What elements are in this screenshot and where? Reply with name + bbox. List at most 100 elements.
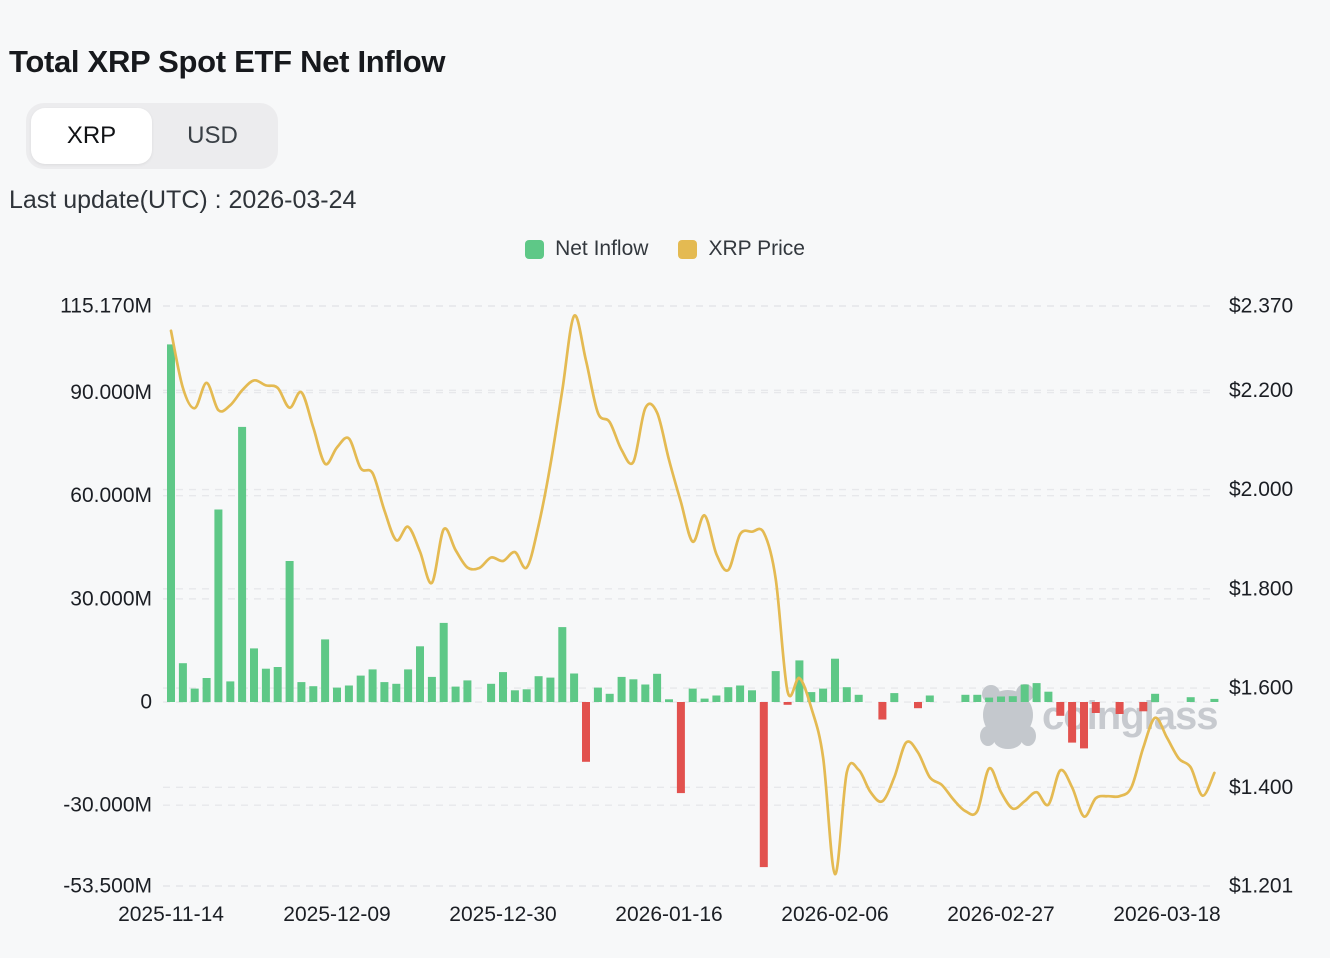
right-axis-tick-label: $1.400 — [1229, 776, 1293, 799]
inflow-bar — [451, 686, 460, 703]
inflow-bar — [629, 679, 638, 702]
legend-item-net-inflow[interactable]: Net Inflow — [525, 237, 648, 261]
outflow-bar — [1139, 702, 1148, 712]
net-inflow-bars — [167, 344, 1219, 868]
inflow-bar — [368, 669, 377, 703]
last-update-text: Last update(UTC) : 2026-03-24 — [9, 186, 357, 214]
inflow-bar — [641, 684, 650, 702]
inflow-bar — [333, 687, 341, 702]
inflow-bar — [700, 698, 709, 702]
net-inflow-swatch-icon — [525, 239, 545, 259]
inflow-bar — [261, 668, 270, 703]
inflow-bar — [167, 344, 175, 702]
page-title: Total XRP Spot ETF Net Inflow — [9, 44, 446, 79]
outflow-bar — [1068, 702, 1077, 743]
inflow-bar — [736, 685, 745, 702]
axis-labels: 115.170M 90.000M 60.000M 30.000M 0 -30.000M -5… — [60, 295, 1293, 927]
right-axis-tick-label: $1.800 — [1229, 577, 1293, 600]
x-axis-tick-label: 2026-02-06 — [781, 903, 888, 926]
inflow-bar — [665, 699, 673, 703]
left-axis-tick-label: 90.000M — [70, 381, 152, 404]
legend-label-net-inflow: Net Inflow — [555, 237, 649, 260]
inflow-bar — [416, 646, 424, 702]
x-axis-tick-label: 2026-03-18 — [1113, 903, 1220, 926]
right-axis-tick-label: $1.201 — [1229, 875, 1293, 898]
right-axis-tick-label: $2.000 — [1229, 478, 1293, 501]
inflow-bar — [273, 667, 282, 703]
inflow-bar — [546, 677, 555, 702]
xrp-price-swatch-icon — [678, 239, 698, 259]
inflow-bar — [819, 688, 828, 702]
inflow-bar — [925, 695, 934, 702]
outflow-bar — [1080, 702, 1088, 749]
inflow-bar — [842, 687, 851, 702]
outflow-bar — [759, 702, 768, 868]
inflow-bar — [321, 639, 330, 702]
right-axis-tick-label: $2.200 — [1229, 379, 1293, 402]
right-axis-tick-label: $2.370 — [1229, 295, 1293, 318]
inflow-bar — [712, 695, 721, 702]
inflow-bar — [522, 689, 531, 702]
inflow-bar — [617, 676, 626, 702]
inflow-bar — [724, 687, 733, 702]
inflow-bar — [1020, 684, 1029, 702]
tab-usd[interactable]: USD — [187, 122, 238, 149]
inflow-bar — [344, 685, 353, 702]
outflow-bar — [676, 702, 685, 794]
inflow-bar — [973, 694, 982, 702]
outflow-bar — [1115, 702, 1124, 714]
inflow-bar — [356, 675, 365, 703]
left-axis-tick-label: 0 — [140, 691, 152, 714]
legend-label-xrp-price: XRP Price — [708, 237, 805, 260]
inflow-bar — [831, 658, 839, 702]
inflow-bar — [985, 697, 994, 703]
inflow-bar — [961, 694, 970, 702]
inflow-bar — [226, 681, 235, 702]
inflow-bar — [890, 693, 899, 702]
left-axis-tick-label: 60.000M — [70, 484, 152, 507]
inflow-bar — [1186, 697, 1195, 702]
x-axis-tick-label: 2026-02-27 — [947, 903, 1054, 926]
inflow-bar — [392, 683, 401, 702]
inflow-bar — [463, 680, 472, 703]
inflow-bar — [854, 694, 863, 702]
inflow-bar — [1210, 698, 1219, 702]
inflow-bar — [297, 682, 306, 702]
right-axis-tick-label: $1.600 — [1229, 677, 1293, 700]
tab-xrp[interactable]: XRP — [31, 108, 152, 164]
inflow-bar — [807, 692, 816, 703]
inflow-bar — [214, 509, 223, 703]
outflow-bar — [1056, 702, 1065, 716]
inflow-bar — [439, 622, 448, 702]
inflow-bar — [238, 426, 247, 702]
inflow-bar — [487, 683, 496, 702]
inflow-bar — [190, 688, 199, 702]
inflow-bar — [795, 660, 804, 702]
inflow-bar — [748, 690, 756, 702]
inflow-bar — [309, 686, 318, 702]
chart-legend: Net Inflow XRP Price — [0, 237, 1330, 261]
inflow-bar — [427, 676, 436, 702]
x-axis-tick-label: 2026-01-16 — [615, 903, 722, 926]
inflow-bar — [380, 682, 389, 702]
inflow-bar — [605, 693, 614, 703]
x-axis-tick-label: 2025-11-14 — [118, 903, 224, 926]
inflow-bar — [285, 561, 294, 702]
inflow-bar — [202, 678, 211, 703]
outflow-bar — [783, 702, 792, 705]
inflow-bar — [1044, 691, 1053, 702]
x-axis-tick-label: 2025-12-09 — [283, 903, 390, 926]
left-axis-tick-label: -30.000M — [63, 794, 152, 817]
inflow-bar — [510, 690, 519, 702]
left-axis-tick-label: 30.000M — [70, 587, 152, 610]
inflow-bar — [250, 648, 258, 702]
coinglass-watermark: coinglass — [980, 684, 1219, 749]
xrp-price-line — [169, 314, 1216, 876]
panda-logo-icon — [980, 684, 1036, 749]
left-axis-tick-label: -53.500M — [63, 875, 152, 898]
legend-item-xrp-price[interactable]: XRP Price — [678, 237, 805, 261]
outflow-bar — [914, 702, 922, 709]
inflow-bar — [771, 671, 780, 702]
